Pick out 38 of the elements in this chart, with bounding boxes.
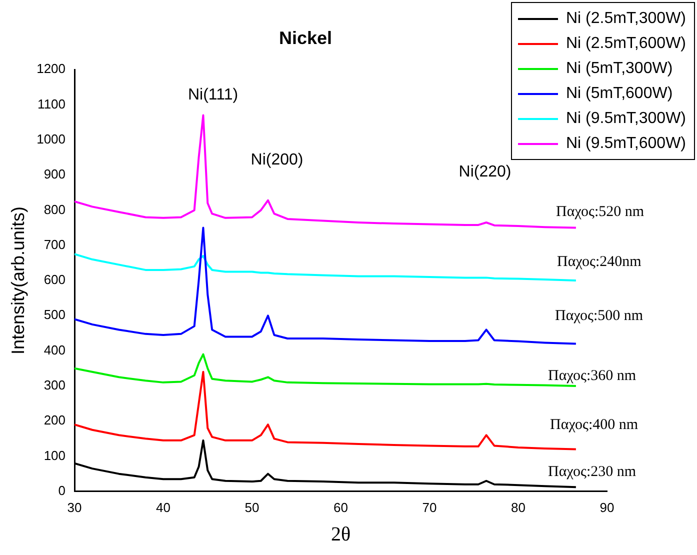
annotation: Παχος:500 nm: [555, 308, 644, 324]
annotation: Ni(220): [458, 163, 512, 180]
x-tick-label: 30: [67, 500, 82, 515]
annotation: Παχος:240nm: [557, 254, 642, 270]
y-tick-label: 100: [44, 448, 66, 463]
y-tick-label: 900: [44, 166, 66, 182]
legend-label: Ni (9.5mT,600W): [566, 134, 686, 154]
y-tick-label: 1100: [38, 96, 66, 112]
annotation: Παχος:520 nm: [556, 204, 644, 220]
y-tick-label: 600: [44, 272, 66, 288]
x-tick-label: 50: [244, 500, 260, 515]
y-axis-title: Intensity(arb.units): [8, 206, 28, 355]
y-tick-label: 0: [58, 482, 66, 498]
x-tick-label: 40: [156, 500, 170, 515]
y-tick-label: 400: [44, 342, 66, 358]
annotation: Ni(200): [250, 151, 304, 168]
x-tick-label: 80: [511, 500, 526, 515]
legend-label: Ni (2.5mT,300W): [566, 9, 686, 29]
legend-label: Ni (5mT,600W): [566, 84, 673, 104]
y-tick-label: 1000: [36, 131, 66, 146]
y-tick-label: 200: [44, 412, 66, 428]
annotation: Παχος:230 nm: [548, 464, 636, 480]
legend-label: Ni (9.5mT,300W): [566, 109, 686, 129]
x-axis-title: 2θ: [330, 523, 351, 546]
annotation: Ni(111): [188, 86, 238, 104]
y-tick-label: 500: [44, 307, 66, 322]
x-tick-label: 60: [334, 500, 348, 515]
chart-title: Nickel: [278, 28, 332, 48]
annotation: Παχος:400 nm: [550, 416, 638, 433]
y-tick-label: 300: [44, 378, 66, 393]
legend-label: Ni (5mT,300W): [566, 59, 673, 79]
y-tick-label: 700: [44, 236, 66, 252]
x-tick-label: 90: [600, 500, 614, 515]
annotation: Παχος:360 nm: [548, 368, 636, 384]
legend-label: Ni (2.5mT,600W): [566, 34, 686, 54]
y-tick-label: 1200: [36, 61, 66, 76]
y-tick-label: 800: [44, 202, 66, 217]
x-tick-label: 70: [422, 500, 437, 515]
